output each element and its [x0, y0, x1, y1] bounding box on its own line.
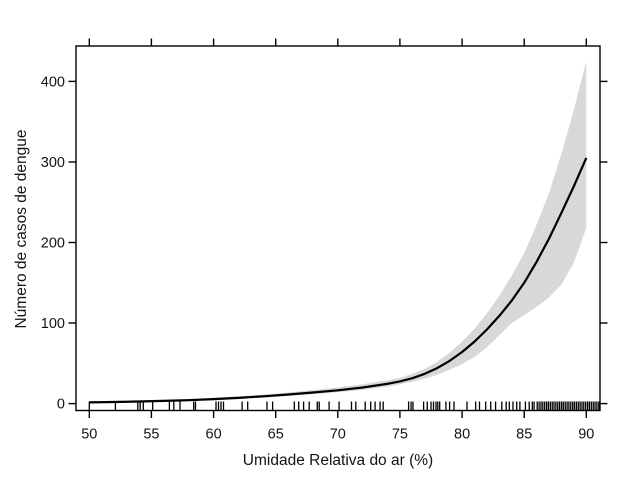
y-tick-label: 0: [57, 397, 65, 413]
y-axis-title: Número de casos de dengue: [13, 129, 30, 329]
x-tick-label: 65: [268, 427, 284, 443]
plot-box: [75, 45, 601, 412]
x-tick-label: 70: [330, 427, 346, 443]
x-tick-label: 80: [454, 427, 470, 443]
y-tick-label: 100: [41, 316, 65, 332]
x-tick-label: 90: [578, 427, 594, 443]
x-tick-label: 50: [81, 427, 97, 443]
x-tick-label: 55: [143, 427, 159, 443]
x-tick-label: 60: [206, 427, 222, 443]
x-tick-label: 75: [392, 427, 408, 443]
x-tick-label: 85: [516, 427, 532, 443]
fitted-curve: [89, 157, 588, 404]
y-tick-label: 400: [41, 74, 65, 90]
y-tick-label: 200: [41, 236, 65, 252]
y-tick-label: 300: [41, 155, 65, 171]
confidence-band: [89, 61, 587, 404]
x-axis-title: Umidade Relativa do ar (%): [242, 452, 434, 469]
